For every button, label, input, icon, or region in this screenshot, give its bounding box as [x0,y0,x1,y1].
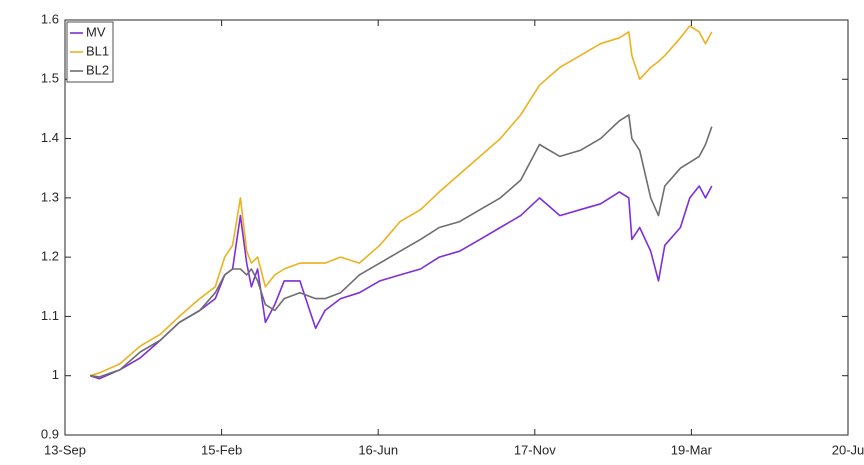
y-tick-label: 1.4 [41,130,59,145]
x-tick-label: 13-Sep [44,442,86,457]
series-line [89,25,713,377]
y-tick-label: 1.2 [41,249,59,264]
legend-label: BL2 [86,62,109,77]
plot-frame [64,19,849,436]
legend-label: BL1 [86,43,109,58]
x-tick-label: 16-Jun [358,442,398,457]
y-tick-label: 1 [52,367,59,382]
x-tick-label: 19-Mar [671,442,713,457]
legend-label: MV [86,24,106,39]
x-tick-label: 15-Feb [201,442,242,457]
y-tick-label: 1.6 [41,11,59,26]
series-line [89,185,713,380]
y-tick-label: 1.1 [41,308,59,323]
x-tick-label: 20-Ju [832,442,864,457]
x-tick-label: 17-Nov [514,442,556,457]
y-tick-label: 1.3 [41,189,59,204]
y-tick-label: 1.5 [41,71,59,86]
series-line [89,114,713,378]
y-tick-label: 0.9 [41,426,59,441]
